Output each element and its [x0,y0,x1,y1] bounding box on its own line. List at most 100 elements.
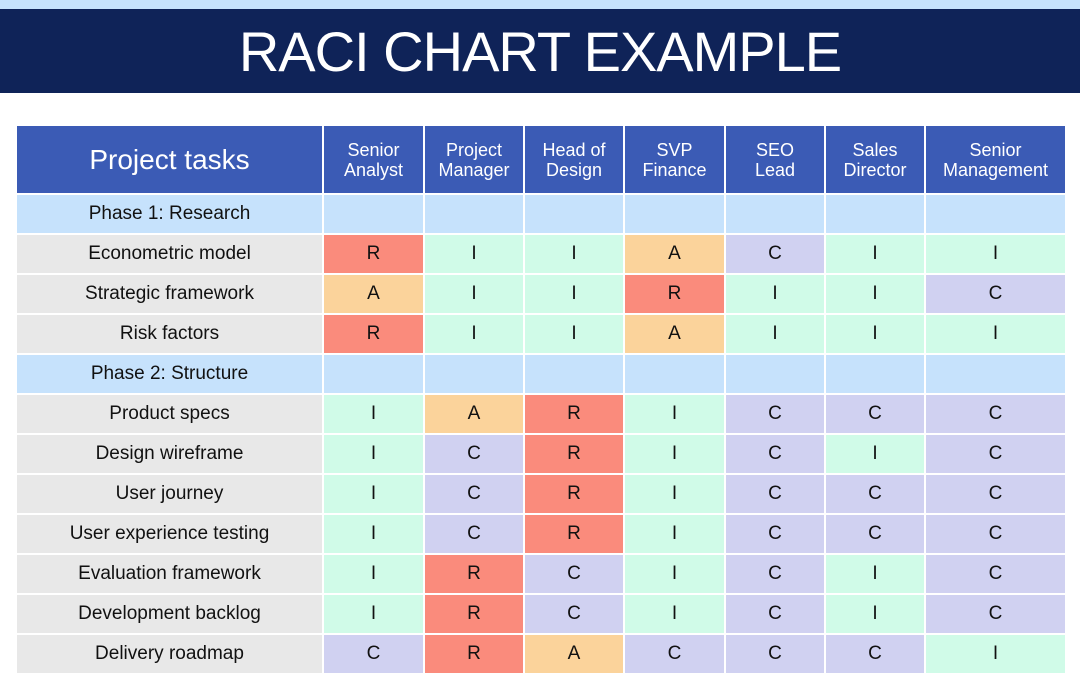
table-row: Evaluation framework I R C I C I C [17,555,1065,593]
raci-cell-senior-analyst: C [324,635,423,673]
table-row: Delivery roadmap C R A C C C I [17,635,1065,673]
raci-cell-senior-management: I [926,635,1065,673]
raci-cell-project-manager: I [425,235,523,273]
raci-cell-sales-director: I [826,275,924,313]
raci-cell-seo-lead: C [726,635,824,673]
raci-cell-svp-finance: I [625,395,724,433]
raci-cell-sales-director: C [826,475,924,513]
table-row: Strategic framework A I I R I I C [17,275,1065,313]
raci-cell-project-manager: R [425,555,523,593]
phase-cell-senior-analyst [324,355,423,393]
raci-cell-senior-management: C [926,475,1065,513]
raci-cell-seo-lead: I [726,275,824,313]
raci-cell-seo-lead: C [726,475,824,513]
phase-cell-seo-lead [726,195,824,233]
raci-cell-head-of-design: R [525,475,623,513]
phase-cell-senior-management [926,195,1065,233]
task-name: Evaluation framework [17,555,322,593]
column-header-project-tasks: Project tasks [17,126,322,193]
raci-cell-sales-director: I [826,315,924,353]
raci-cell-senior-management: C [926,515,1065,553]
phase-row: Phase 2: Structure [17,355,1065,393]
raci-cell-project-manager: I [425,275,523,313]
raci-cell-seo-lead: C [726,515,824,553]
raci-cell-project-manager: A [425,395,523,433]
raci-cell-head-of-design: A [525,635,623,673]
raci-cell-head-of-design: R [525,435,623,473]
raci-cell-senior-analyst: A [324,275,423,313]
phase-cell-project-manager [425,355,523,393]
raci-cell-sales-director: I [826,595,924,633]
phase-cell-svp-finance [625,355,724,393]
raci-cell-head-of-design: I [525,275,623,313]
raci-cell-svp-finance: I [625,555,724,593]
phase-cell-sales-director [826,195,924,233]
raci-cell-senior-analyst: R [324,235,423,273]
table-row: Risk factors R I I A I I I [17,315,1065,353]
phase-label: Phase 1: Research [17,195,322,233]
column-header-svp-finance: SVP Finance [625,126,724,193]
task-name: User experience testing [17,515,322,553]
phase-cell-senior-analyst [324,195,423,233]
raci-cell-senior-analyst: R [324,315,423,353]
raci-cell-sales-director: C [826,635,924,673]
column-header-sales-director: Sales Director [826,126,924,193]
task-name: Risk factors [17,315,322,353]
raci-cell-head-of-design: C [525,595,623,633]
task-name: Econometric model [17,235,322,273]
raci-cell-seo-lead: C [726,595,824,633]
task-name: Design wireframe [17,435,322,473]
raci-cell-seo-lead: C [726,555,824,593]
raci-cell-senior-management: C [926,275,1065,313]
page-title: RACI CHART EXAMPLE [238,19,842,83]
task-name: User journey [17,475,322,513]
phase-cell-seo-lead [726,355,824,393]
raci-cell-senior-analyst: I [324,555,423,593]
phase-cell-senior-management [926,355,1065,393]
raci-cell-sales-director: I [826,435,924,473]
raci-cell-svp-finance: C [625,635,724,673]
raci-cell-senior-analyst: I [324,515,423,553]
raci-cell-sales-director: C [826,395,924,433]
raci-cell-senior-management: I [926,235,1065,273]
phase-label: Phase 2: Structure [17,355,322,393]
raci-cell-svp-finance: I [625,435,724,473]
raci-cell-head-of-design: R [525,395,623,433]
top-accent-strip [0,0,1080,9]
raci-cell-senior-analyst: I [324,595,423,633]
raci-cell-project-manager: R [425,635,523,673]
column-header-project-manager: Project Manager [425,126,523,193]
raci-cell-project-manager: I [425,315,523,353]
raci-cell-project-manager: C [425,435,523,473]
raci-cell-senior-management: C [926,435,1065,473]
raci-cell-seo-lead: C [726,235,824,273]
raci-cell-project-manager: C [425,475,523,513]
raci-cell-sales-director: I [826,555,924,593]
table-row: User experience testing I C R I C C C [17,515,1065,553]
raci-cell-sales-director: I [826,235,924,273]
phase-cell-svp-finance [625,195,724,233]
title-banner: RACI CHART EXAMPLE [0,9,1080,93]
raci-cell-svp-finance: I [625,595,724,633]
raci-cell-sales-director: C [826,515,924,553]
task-name: Product specs [17,395,322,433]
raci-cell-senior-management: C [926,595,1065,633]
raci-cell-svp-finance: A [625,235,724,273]
raci-cell-head-of-design: I [525,315,623,353]
raci-cell-head-of-design: I [525,235,623,273]
phase-cell-head-of-design [525,195,623,233]
raci-cell-svp-finance: A [625,315,724,353]
raci-cell-seo-lead: I [726,315,824,353]
task-name: Delivery roadmap [17,635,322,673]
task-name: Strategic framework [17,275,322,313]
raci-cell-head-of-design: R [525,515,623,553]
table-row: Product specs I A R I C C C [17,395,1065,433]
table-row: User journey I C R I C C C [17,475,1065,513]
table-row: Econometric model R I I A C I I [17,235,1065,273]
raci-cell-senior-analyst: I [324,475,423,513]
raci-cell-project-manager: R [425,595,523,633]
column-header-head-of-design: Head of Design [525,126,623,193]
phase-cell-project-manager [425,195,523,233]
raci-cell-project-manager: C [425,515,523,553]
raci-cell-seo-lead: C [726,435,824,473]
